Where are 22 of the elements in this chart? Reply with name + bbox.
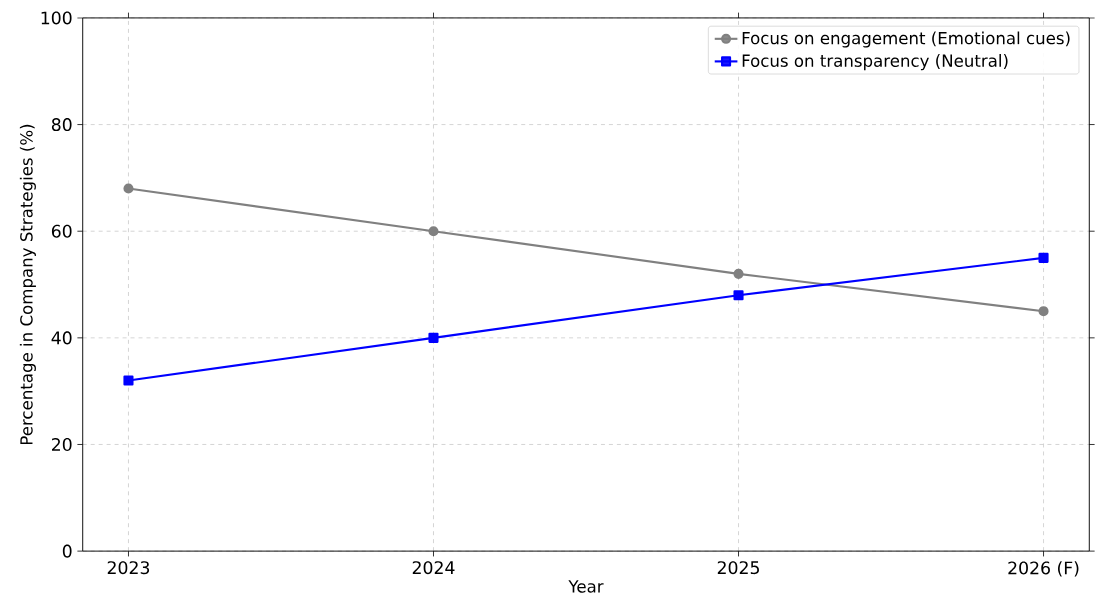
point — [428, 332, 439, 343]
x-tick-label: 2026 (F) — [1008, 561, 1079, 577]
x-tick-label: 2025 — [717, 561, 759, 575]
x-axis-title: Year — [568, 580, 604, 593]
point — [428, 226, 439, 237]
point — [1038, 252, 1049, 263]
point — [733, 290, 744, 301]
point — [123, 183, 134, 194]
point — [733, 268, 744, 279]
y-tick-label: 60 — [51, 224, 72, 238]
y-axis-title: Percentage in Company Strategies (%) — [19, 124, 36, 445]
x-tick-label: 2023 — [107, 561, 150, 575]
y-tick-label: 100 — [41, 11, 72, 25]
point — [1038, 306, 1049, 317]
y-tick-label: 40 — [51, 331, 72, 345]
y-tick-label: 20 — [52, 437, 72, 452]
y-tick-label: 80 — [51, 118, 72, 132]
y-tick-label: 0 — [62, 544, 72, 558]
point — [123, 375, 134, 386]
x-tick-label: 2024 — [412, 561, 455, 575]
legend-label: Focus on transparency (Neutral) — [742, 54, 1008, 71]
legend-label: Focus on engagement (Emotional cues) — [742, 31, 1070, 48]
